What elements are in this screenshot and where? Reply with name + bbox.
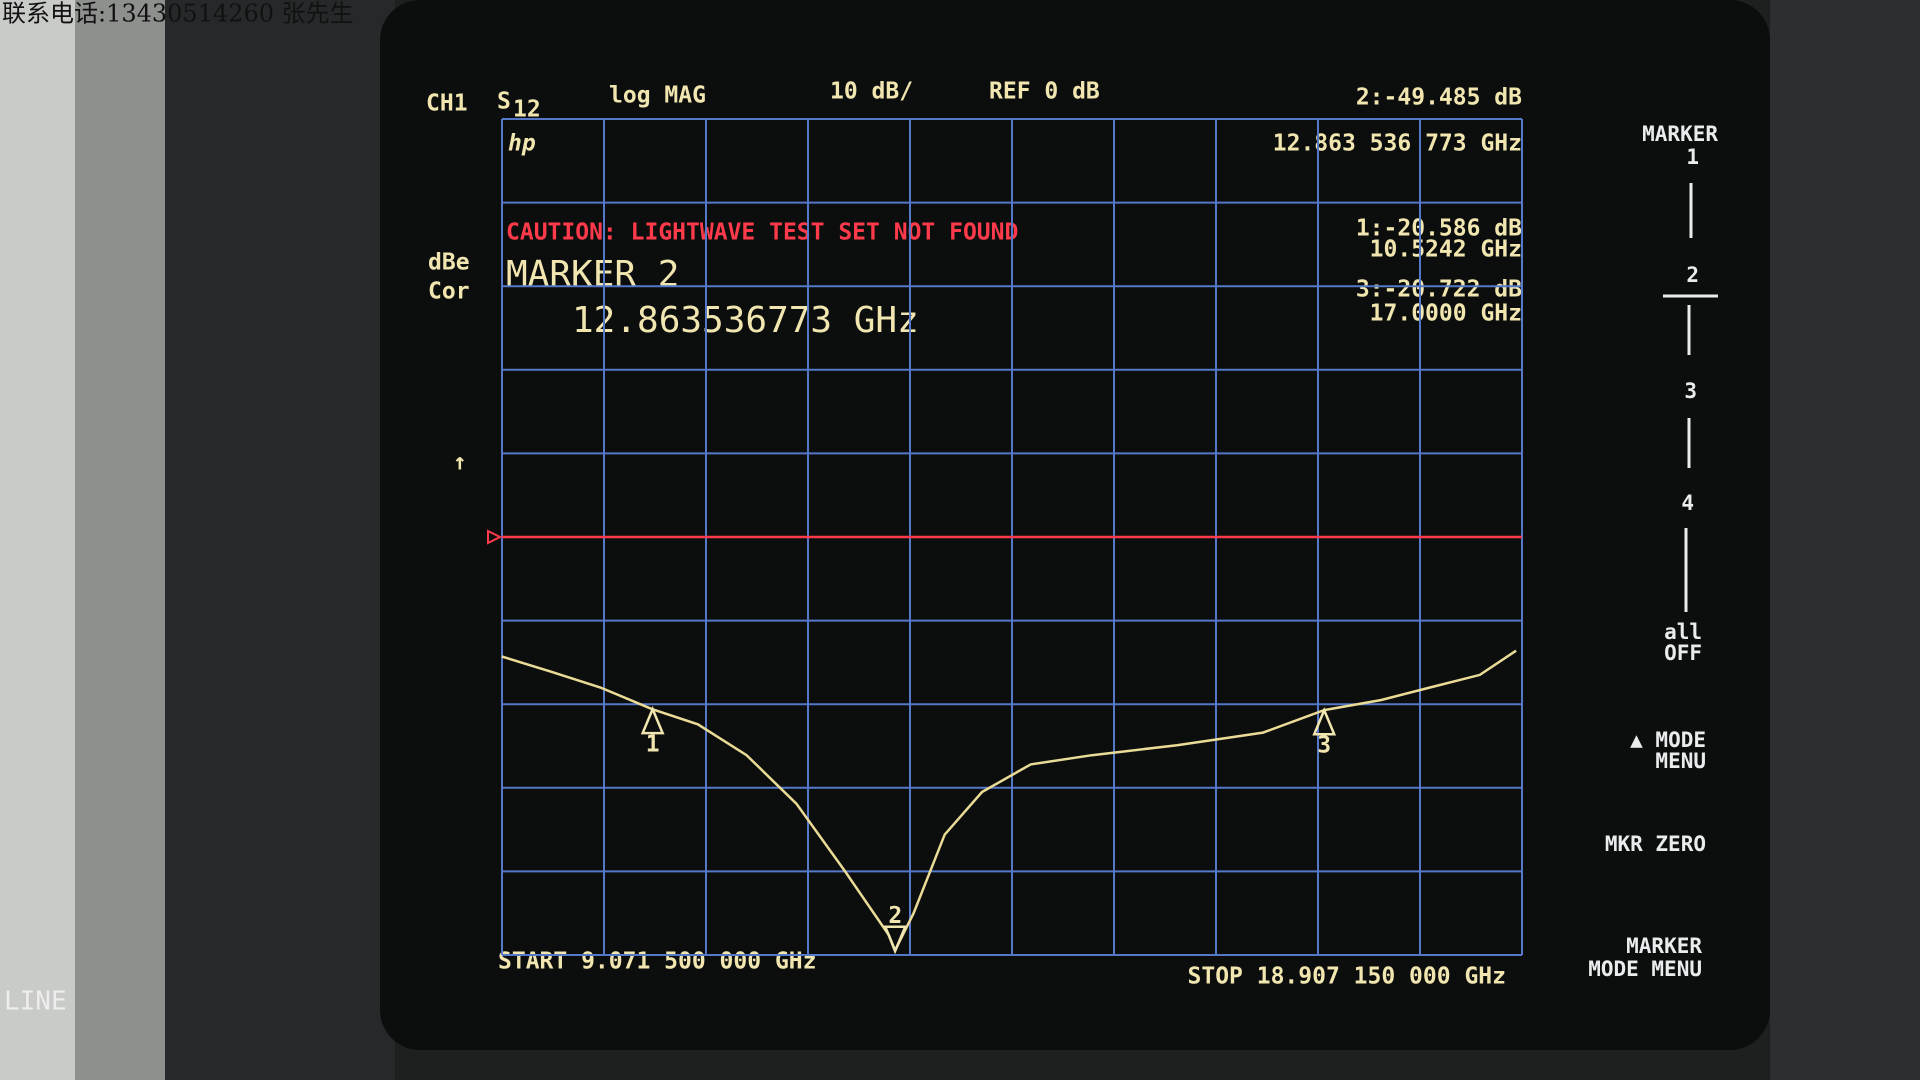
marker [883, 925, 908, 954]
format: log MAG [609, 83, 706, 109]
reference: REF 0 dB [989, 79, 1100, 105]
softkey[interactable]: OFF [1664, 641, 1702, 665]
softkey-brackets [1663, 183, 1718, 612]
readout-value: 1:-20.586 dB [1356, 216, 1522, 242]
wall [0, 0, 80, 1080]
softkey[interactable]: ▲ MODE [1630, 728, 1706, 752]
scroll-arrow: ↑ [453, 450, 467, 476]
right-panel [1770, 0, 1920, 1080]
case-edge [75, 0, 165, 1080]
caution: CAUTION: LIGHTWAVE TEST SET NOT FOUND [506, 220, 1018, 246]
start: START 9.071 500 000 GHz [498, 949, 817, 975]
status: dBe [428, 250, 470, 276]
marker [640, 705, 665, 735]
softkey[interactable]: 1 [1686, 145, 1699, 169]
softkey[interactable]: 2 [1686, 263, 1699, 287]
readout-frequency: 17.0000 GHz [1370, 301, 1522, 327]
softkey[interactable]: MODE MENU [1588, 957, 1702, 981]
parameter: S [497, 89, 511, 115]
frame [165, 0, 395, 1080]
reference-marker [487, 529, 503, 545]
softkey[interactable]: 3 [1684, 379, 1697, 403]
marker [1312, 706, 1337, 736]
status: Cor [428, 279, 470, 305]
softkey[interactable]: all [1664, 620, 1702, 644]
softkey[interactable]: MENU [1655, 749, 1706, 773]
trace [501, 649, 1517, 954]
readout-value: 3:-20.722 dB [1356, 277, 1522, 303]
marker-entry: 12.863536773 GHz [572, 300, 919, 341]
marker-label: 3 [1317, 733, 1331, 759]
screen [380, 0, 1770, 1050]
channel: CH1 [426, 91, 468, 117]
active-readout: 2:-49.485 dB [1356, 85, 1522, 111]
logo: hp [508, 131, 536, 157]
softkey[interactable]: MKR ZERO [1605, 832, 1706, 856]
bezel-label: LINE [4, 987, 67, 1017]
softkey[interactable]: MARKER [1642, 122, 1718, 146]
marker-title: MARKER 2 [506, 254, 679, 295]
readout-frequency: 10.5242 GHz [1370, 237, 1522, 263]
marker-label: 2 [888, 903, 902, 929]
softkey[interactable]: MARKER [1626, 934, 1702, 958]
active-frequency: 12.863 536 773 GHz [1273, 131, 1522, 157]
marker-label: 1 [646, 732, 660, 758]
softkey[interactable]: 4 [1681, 491, 1694, 515]
stop: STOP 18.907 150 000 GHz [1188, 964, 1507, 990]
watermark: 联系电话:13430514260 张先生 [2, 0, 354, 28]
scale: 10 dB/ [830, 79, 913, 105]
